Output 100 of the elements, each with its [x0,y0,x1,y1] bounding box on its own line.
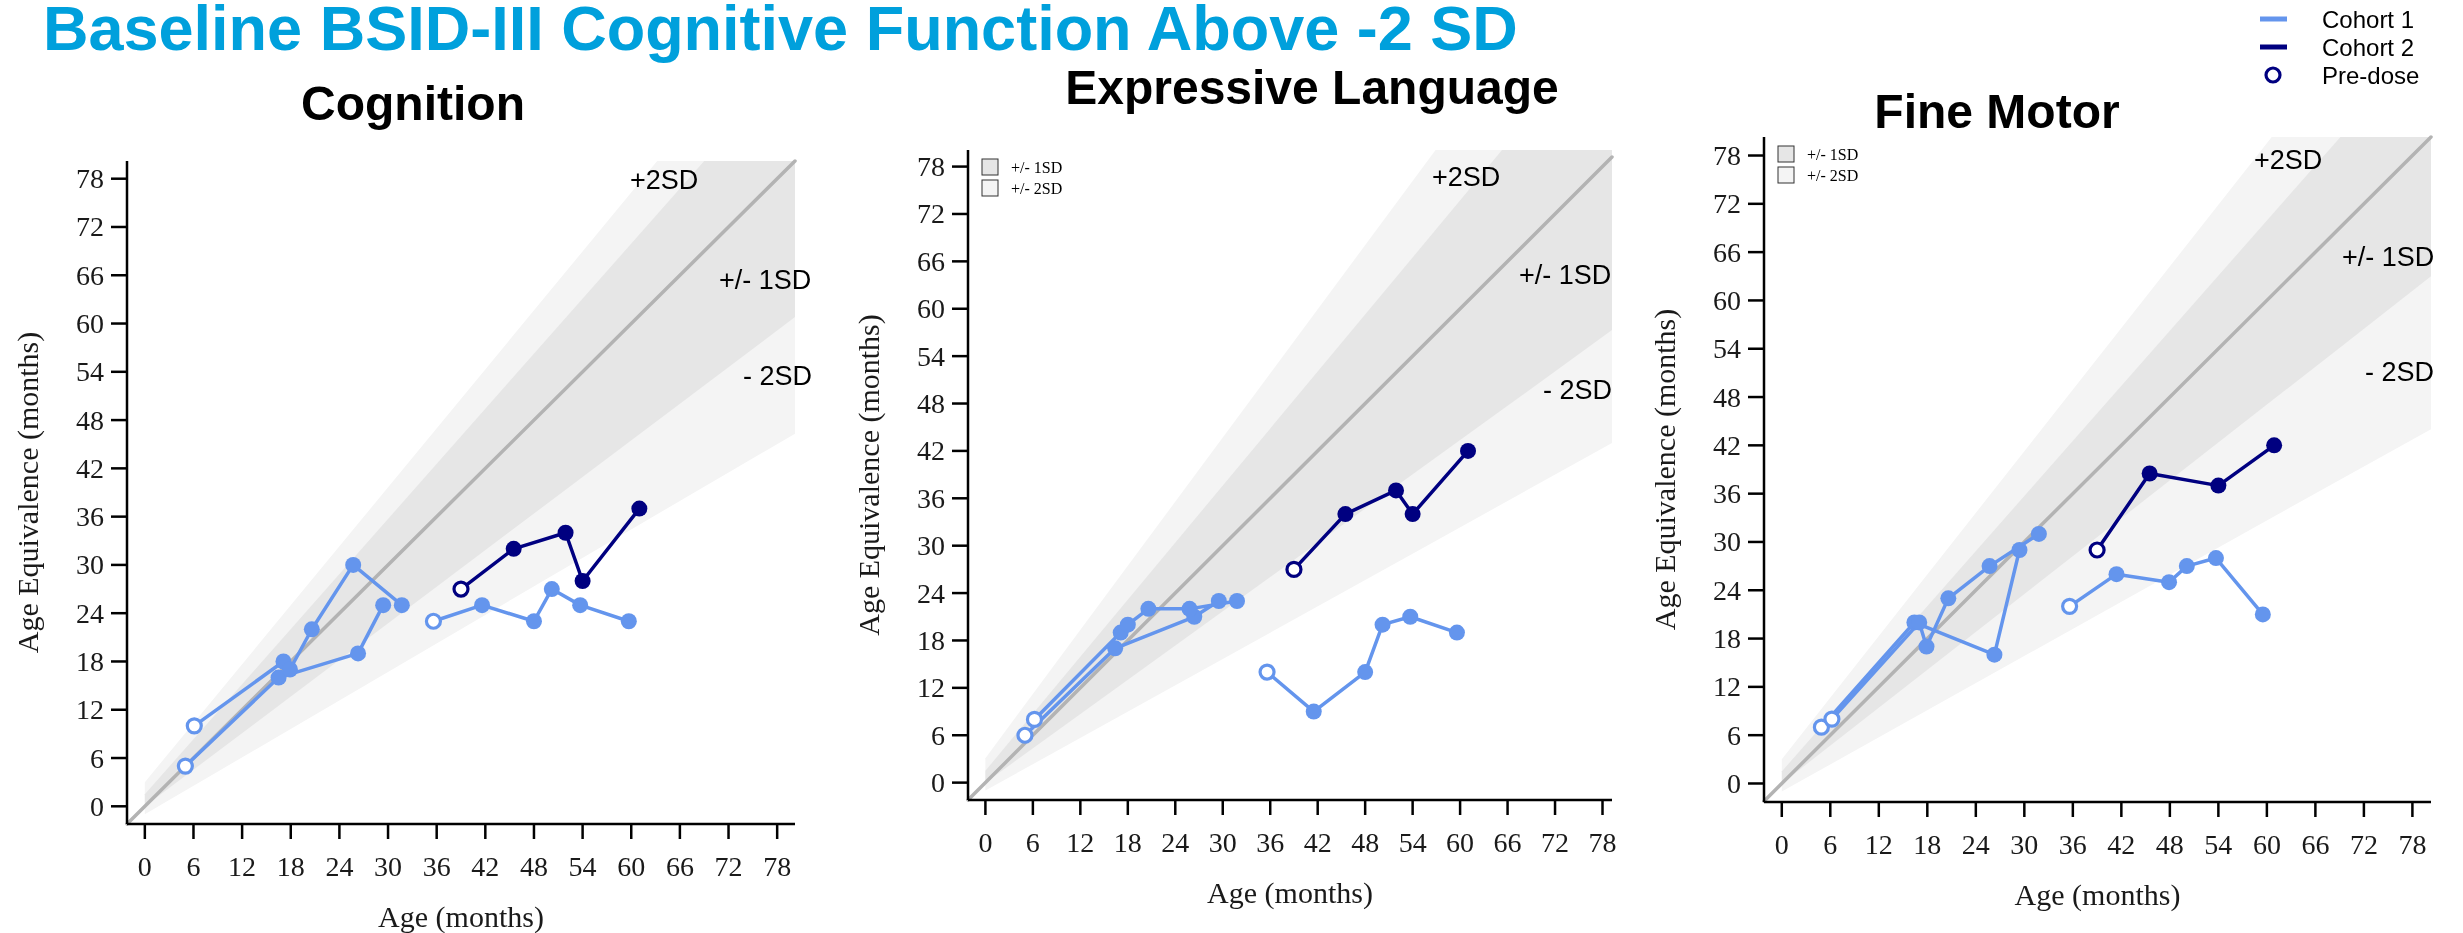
annotation: - 2SD [1543,375,1613,405]
x-tick-label: 54 [1398,827,1427,858]
x-tick-label: 48 [519,851,548,882]
x-tick-label: 30 [2010,829,2039,860]
annotation: +2SD [1432,162,1501,192]
x-tick-label: 24 [1961,829,1990,860]
x-tick-label: 12 [1864,829,1893,860]
y-tick-label: 18 [1713,623,1741,655]
text: Baseline BSID-III Cognitive Function Above -2 SD [43,0,1518,63]
x-tick-label: 60 [2252,829,2281,860]
y-tick-label: 12 [917,672,945,704]
y-tick-label: 18 [76,645,104,677]
legend-label: +/- 2SD [1807,166,1859,184]
y-axis-title: Age Equivalence (months) [851,314,886,636]
annotation: +/- 1SD [1519,260,1612,290]
legend-label: +/- 1SD [1807,145,1859,163]
x-tick-label: 66 [1493,827,1522,858]
y-tick-label: 30 [1713,526,1741,558]
y-tick-label: 6 [90,742,104,774]
annotation: +/- 1SD [719,265,812,295]
x-tick-label: 48 [1351,827,1380,858]
x-tick-label: 72 [714,851,743,882]
x-tick-label: 78 [1588,827,1617,858]
annotation: +2SD [2254,145,2323,175]
y-tick-label: 72 [917,198,945,230]
x-axis-title: Age (months) [378,899,544,933]
chart-title: Fine Motor [1874,85,2120,138]
y-tick-label: 66 [1713,236,1741,268]
x-tick-label: 36 [1256,827,1285,858]
x-tick-label: 12 [1066,827,1095,858]
y-tick-label: 60 [1713,284,1741,316]
y-tick-label: 72 [76,211,104,243]
x-tick-label: 18 [276,851,305,882]
y-tick-label: 36 [917,482,945,514]
x-tick-label: 30 [1208,827,1237,858]
y-tick-label: 18 [917,624,945,656]
x-tick-label: 6 [1025,827,1040,858]
y-tick-label: 0 [90,790,104,822]
y-tick-label: 72 [1713,188,1741,220]
x-tick-label: 66 [2301,829,2330,860]
y-tick-label: 48 [1713,381,1741,413]
x-tick-label: 72 [2349,829,2378,860]
x-tick-label: 66 [665,851,694,882]
x-tick-label: 6 [1823,829,1838,860]
x-tick-label: 0 [137,851,152,882]
y-tick-label: 6 [931,719,945,751]
legend-label: +/- 2SD [1011,179,1063,197]
x-tick-label: 72 [1541,827,1570,858]
y-tick-label: 48 [76,404,104,436]
y-tick-label: 60 [76,308,104,340]
legend-label: Cohort 2 [2322,33,2415,61]
chart-title: Cognition [301,77,525,130]
x-tick-label: 36 [2058,829,2087,860]
legend-label: +/- 1SD [1011,158,1063,176]
y-tick-label: 66 [917,245,945,277]
x-axis-title: Age (months) [1207,875,1373,910]
x-tick-label: 60 [1446,827,1475,858]
x-tick-label: 24 [325,851,354,882]
y-tick-label: 0 [1727,767,1741,799]
y-tick-label: 78 [1713,140,1741,172]
y-tick-label: 30 [76,549,104,581]
y-tick-label: 24 [1713,574,1741,606]
y-axis-title: Age Equivalence (months) [1647,308,1682,631]
annotation: +2SD [630,165,699,195]
x-tick-label: 42 [471,851,500,882]
x-tick-label: 18 [1113,827,1142,858]
y-tick-label: 42 [917,435,945,467]
legend-label: Cohort 1 [2322,5,2415,33]
y-tick-label: 12 [1713,671,1741,703]
x-tick-label: 36 [422,851,451,882]
x-tick-label: 6 [186,851,201,882]
y-tick-label: 78 [917,151,945,183]
x-tick-label: 42 [2107,829,2136,860]
x-axis-title: Age (months) [2014,877,2181,912]
y-tick-label: 48 [917,388,945,420]
y-tick-label: 66 [76,259,104,291]
x-tick-label: 78 [2398,829,2427,860]
annotation: +/- 1SD [2342,242,2435,272]
y-axis-title: Age Equivalence (months) [10,331,45,654]
x-tick-label: 18 [1913,829,1942,860]
x-tick-label: 78 [763,851,792,882]
y-tick-label: 36 [76,501,104,533]
annotation: - 2SD [743,361,813,391]
x-tick-label: 0 [1774,829,1789,860]
x-tick-label: 48 [2155,829,2184,860]
x-tick-label: 60 [617,851,646,882]
y-tick-label: 36 [1713,478,1741,510]
legend-label: Pre-dose [2322,61,2420,89]
chart-title: Expressive Language [1065,61,1559,114]
x-tick-label: 54 [568,851,597,882]
y-tick-label: 6 [1727,719,1741,751]
x-tick-label: 30 [374,851,403,882]
y-tick-label: 78 [76,163,104,195]
y-tick-label: 24 [76,597,104,629]
x-tick-label: 12 [228,851,257,882]
y-tick-label: 24 [917,577,945,609]
y-tick-label: 54 [917,340,945,372]
x-tick-label: 54 [2204,829,2233,860]
y-tick-label: 0 [931,767,945,799]
x-tick-label: 42 [1303,827,1332,858]
